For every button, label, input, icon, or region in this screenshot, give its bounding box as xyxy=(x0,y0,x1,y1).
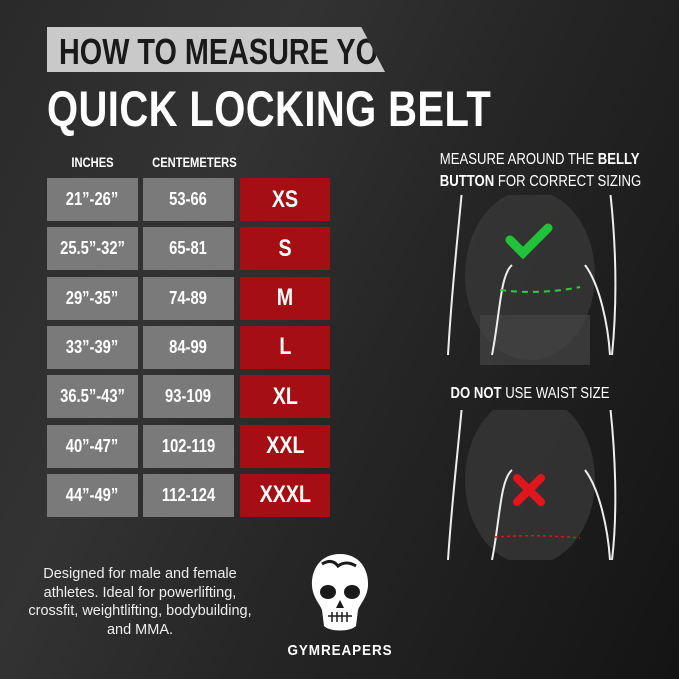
cell-text: S xyxy=(278,234,292,262)
cell-text: XXXL xyxy=(259,481,311,509)
centimeters-cell: 102-119 xyxy=(143,424,234,468)
inches-cell: 21”-26” xyxy=(47,178,138,221)
size-label-cell: M xyxy=(240,276,330,320)
size-label-cell: XL xyxy=(240,375,330,419)
cell-text: 112-124 xyxy=(161,484,216,505)
cell-text: 25.5”-32” xyxy=(60,238,125,259)
correct-instruction-line2: BUTTON FOR CORRECT SIZING xyxy=(439,173,642,190)
wrong-instruction: DO NOT USE WAIST SIZE xyxy=(450,385,610,402)
size-label-cell: XS xyxy=(240,178,330,221)
skull-logo xyxy=(311,554,369,631)
cell-text: XS xyxy=(271,185,299,213)
inches-cell: 44”-49” xyxy=(47,473,138,517)
centimeters-cell: 112-124 xyxy=(143,473,234,517)
cell-text: XL xyxy=(272,382,298,410)
cell-text: 33”-39” xyxy=(66,336,119,357)
torso-illustration-wrong xyxy=(447,410,617,560)
centimeters-cell: 93-109 xyxy=(143,375,234,419)
x-icon xyxy=(513,474,545,506)
size-label-cell: XXL xyxy=(240,424,330,468)
cell-text: 102-119 xyxy=(161,435,216,456)
cell-text: XXL xyxy=(265,432,305,459)
size-label-cell: L xyxy=(240,325,330,369)
page-title: QUICK LOCKING BELT xyxy=(47,81,492,137)
cell-text: L xyxy=(278,333,292,361)
cell-text: 29”-35” xyxy=(66,287,119,308)
column-header-inches: INCHES xyxy=(71,154,114,170)
size-label-cell: XXXL xyxy=(240,473,330,517)
brand-name: GYMREAPERS xyxy=(287,642,393,659)
check-icon xyxy=(505,223,553,260)
product-description: Designed for male and female athletes. I… xyxy=(28,566,252,638)
cell-text: 21”-26” xyxy=(66,189,119,209)
centimeters-cell: 65-81 xyxy=(143,227,234,271)
cell-text: 84-99 xyxy=(169,336,208,357)
cell-text: 53-66 xyxy=(169,189,208,209)
inches-cell: 33”-39” xyxy=(47,325,138,369)
inches-cell: 29”-35” xyxy=(47,276,138,320)
cell-text: 74-89 xyxy=(169,287,208,308)
cell-text: M xyxy=(276,284,294,312)
centimeters-cell: 74-89 xyxy=(143,276,234,320)
cell-text: 93-109 xyxy=(165,386,212,407)
size-label-cell: S xyxy=(240,227,330,271)
cell-text: 40”-47” xyxy=(66,435,119,456)
cell-text: 44”-49” xyxy=(66,484,119,505)
cell-text: 36.5”-43” xyxy=(60,386,125,407)
torso-illustration-correct xyxy=(447,195,617,365)
subtitle: HOW TO MEASURE YOUR xyxy=(59,31,420,72)
centimeters-cell: 84-99 xyxy=(143,325,234,369)
inches-cell: 25.5”-32” xyxy=(47,227,138,271)
inches-cell: 36.5”-43” xyxy=(47,375,138,419)
inches-cell: 40”-47” xyxy=(47,424,138,468)
centimeters-cell: 53-66 xyxy=(143,178,234,221)
column-header-centimeters: CENTEMETERS xyxy=(152,154,237,170)
cell-text: 65-81 xyxy=(169,238,208,259)
subtitle-banner: HOW TO MEASURE YOUR xyxy=(47,27,385,72)
correct-instruction-line1: MEASURE AROUND THE BELLY xyxy=(439,151,640,168)
